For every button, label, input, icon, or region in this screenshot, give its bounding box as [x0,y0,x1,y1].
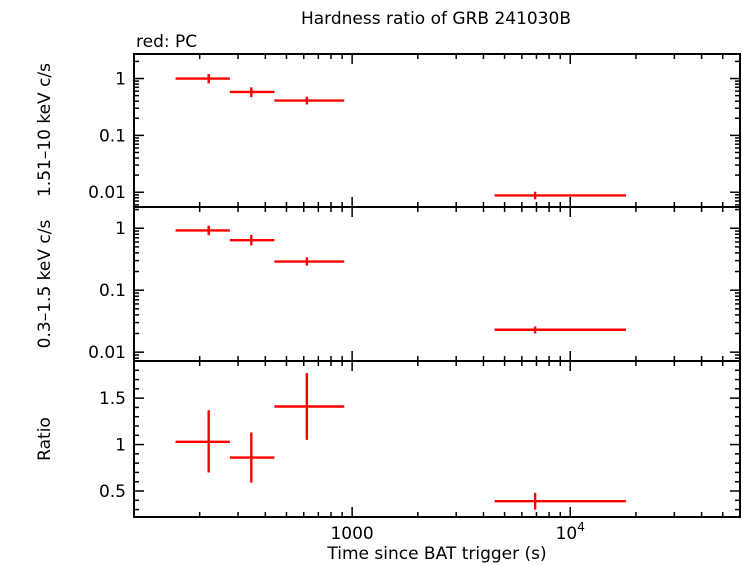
y-tick-label: 0.01 [88,343,126,363]
y-tick-label: 0.01 [88,183,126,203]
y-tick-label: 0.1 [99,281,126,301]
panel-top-ylabel: 1.51–10 keV c/s [35,63,55,197]
y-tick-label: 0.1 [99,126,126,146]
y-tick-label: 1 [115,70,126,90]
chart-title: Hardness ratio of GRB 241030B [301,9,571,29]
y-tick-label: 0.5 [99,482,126,502]
panel-middle-ylabel: 0.3–1.5 keV c/s [35,220,55,349]
panel-bottom: Ratio Time since BAT trigger (s) 1.5 1 0.5… [35,360,741,564]
x-tick-label: 1000 [330,524,373,544]
panel-bottom-ylabel: Ratio [35,417,55,461]
panel-bottom-frame [133,360,741,518]
y-tick-label: 1 [115,436,126,456]
x-tick-label: 104 [556,520,585,544]
x-axis-label: Time since BAT trigger (s) [326,544,546,564]
y-tick-label: 1 [115,219,126,239]
y-tick-label: 1.5 [99,389,126,409]
panel-top-frame [133,53,741,208]
panel-top: 1.51–10 keV c/s 1 0.1 0.01 [35,53,741,208]
legend-label: red: PC [136,32,197,52]
panel-middle: 0.3–1.5 keV c/s 1 0.1 0.01 [35,206,741,363]
